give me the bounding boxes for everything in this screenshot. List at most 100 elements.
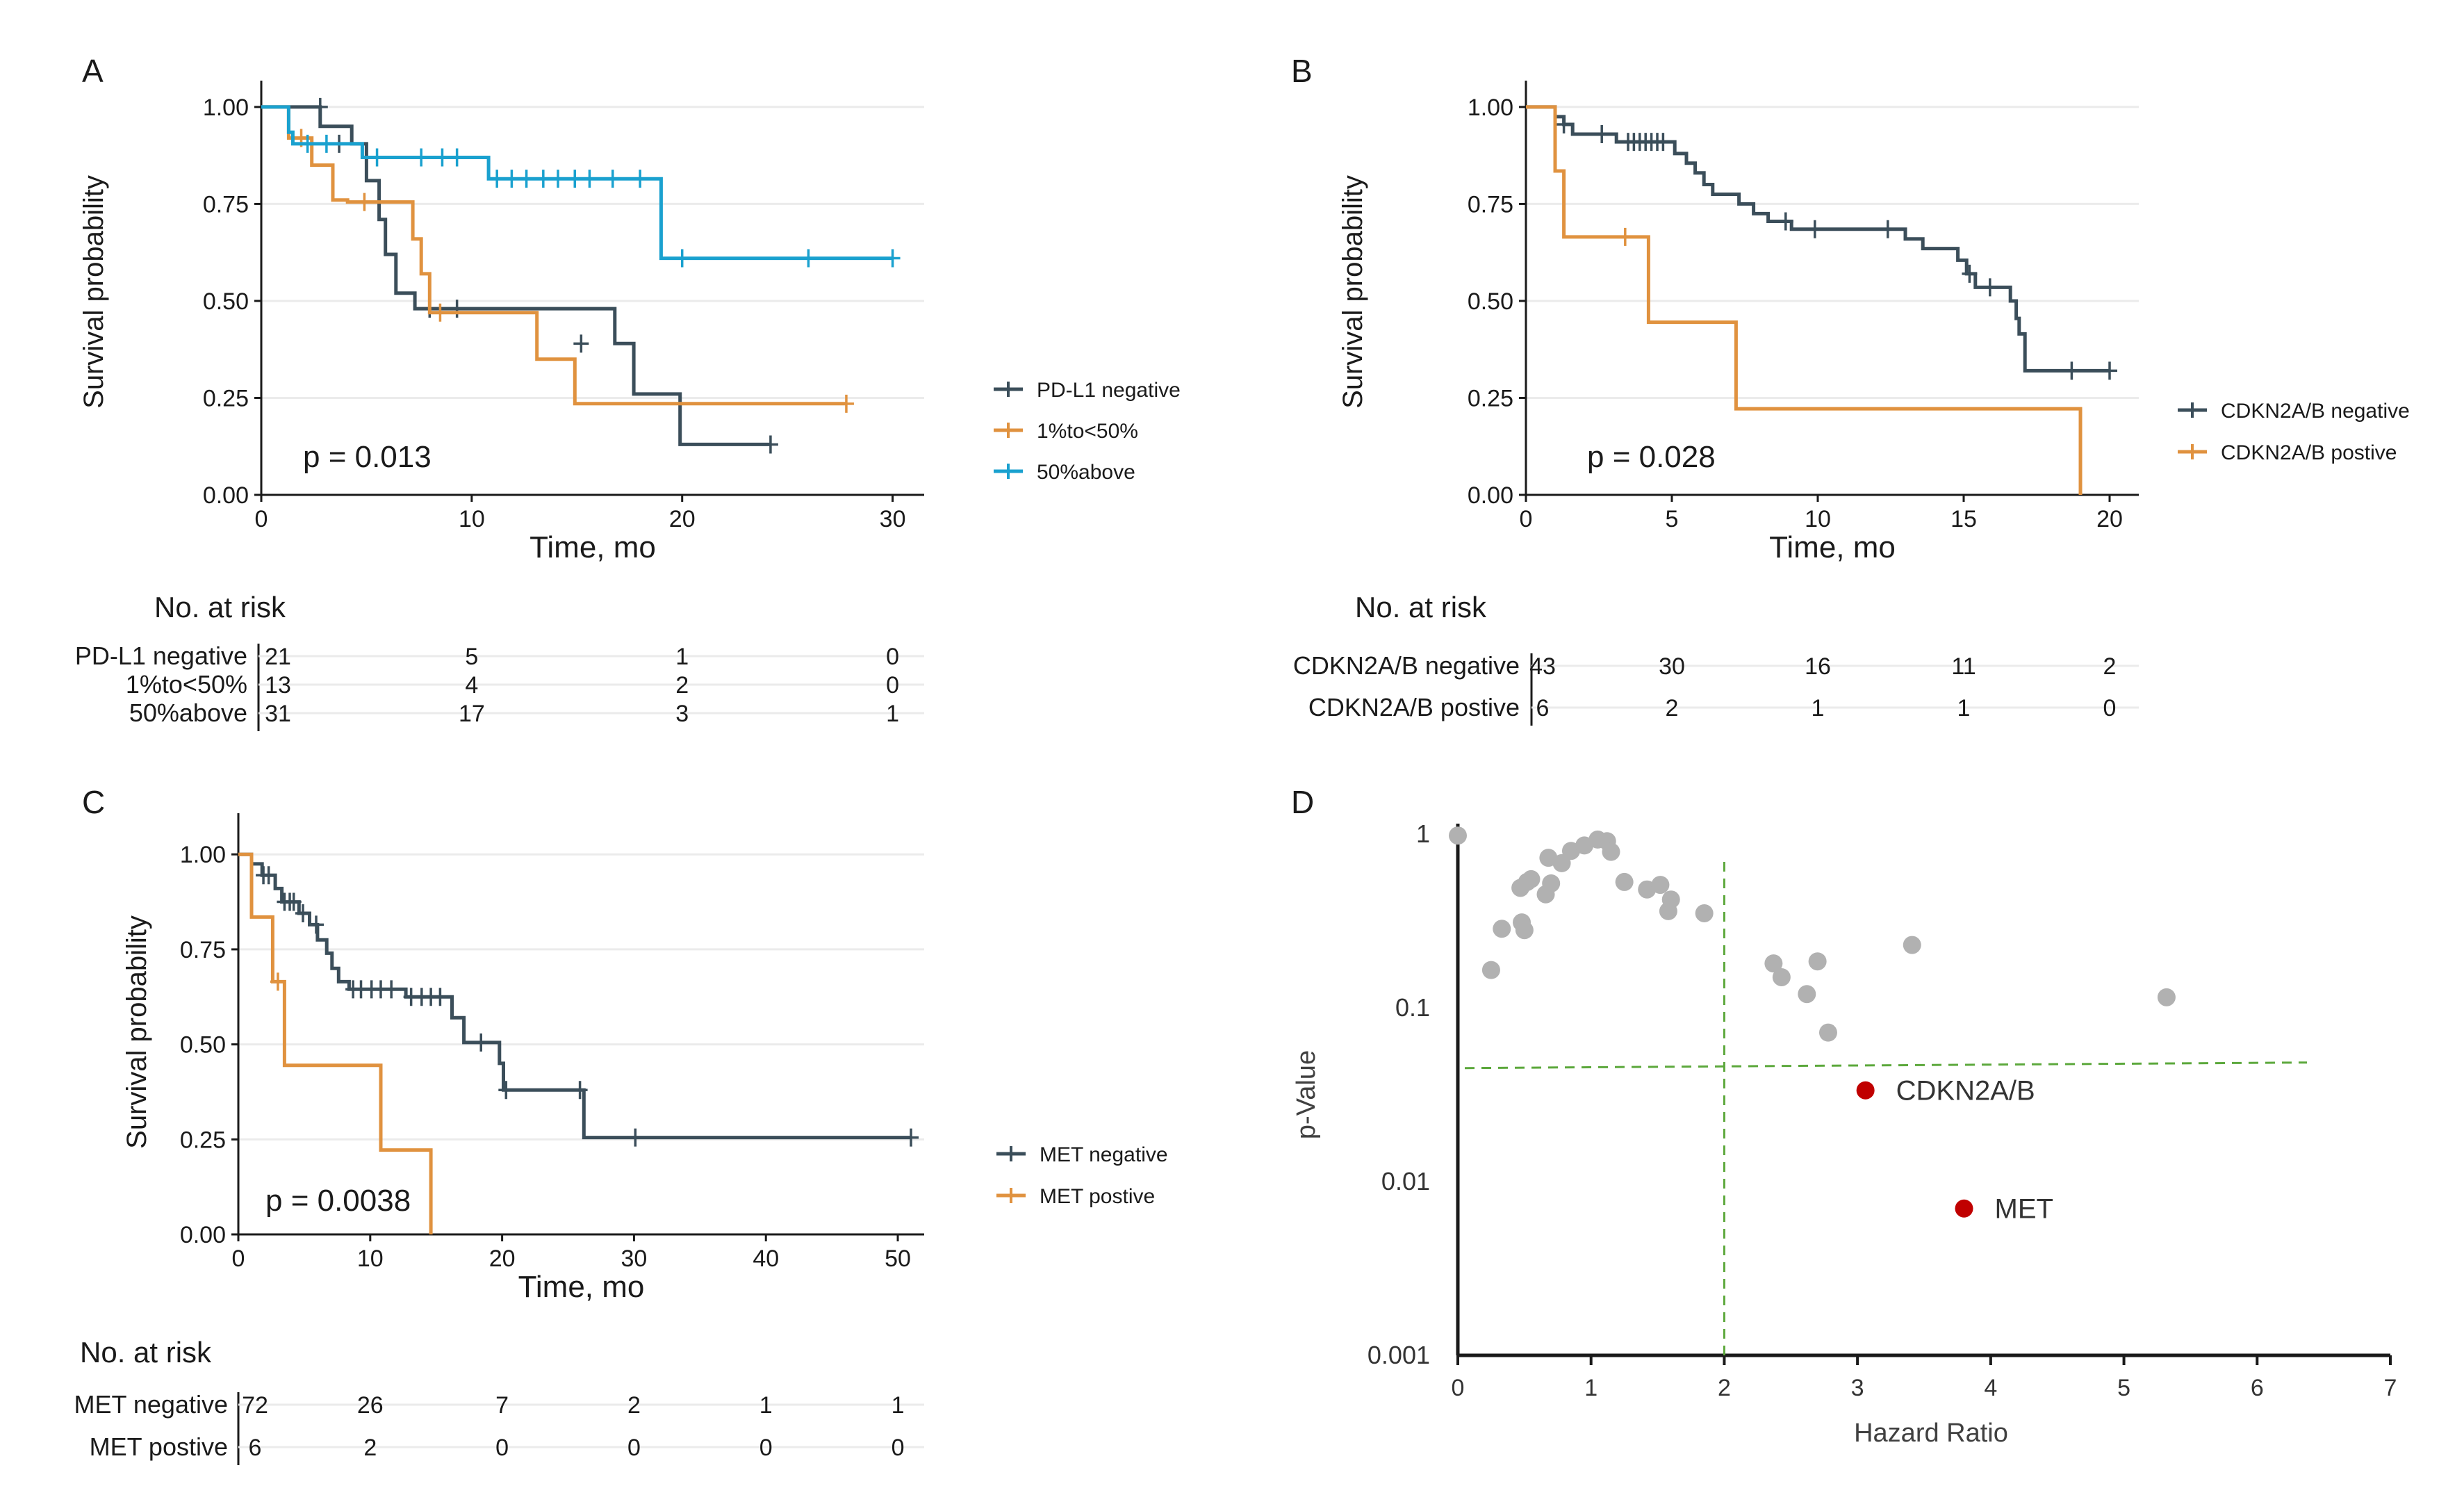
censor-mark-B-0-8 (1655, 133, 1671, 152)
legend-label-C-1: MET postive (1040, 1185, 1155, 1208)
censor-mark-A-2-0 (299, 134, 315, 153)
xtick-label-C-5: 50 (885, 1246, 911, 1272)
risk-count-C-1-0: 6 (249, 1435, 262, 1461)
xtick-label-A-1: 10 (459, 506, 485, 532)
ytick-label-A-3: 0.75 (203, 191, 249, 218)
risk-row-label-C-0: MET negative (74, 1390, 228, 1419)
scatter-point-9 (1542, 874, 1561, 892)
risk-count-B-0-2: 16 (1805, 653, 1831, 680)
xtick-label-B-2: 10 (1805, 506, 1831, 532)
risk-count-C-0-2: 7 (495, 1392, 509, 1419)
censor-mark-A-2-15 (674, 249, 690, 268)
panel-letter-A: A (82, 53, 104, 89)
risk-count-C-1-5: 0 (892, 1435, 905, 1461)
censor-mark-A-2-14 (632, 170, 648, 188)
censor-mark-B-0-9 (1777, 212, 1793, 231)
censor-mark-A-1-1 (356, 193, 372, 211)
censor-mark-A-2-6 (489, 170, 505, 188)
scatter-point-7 (1522, 870, 1541, 888)
scatter-point-23 (1764, 954, 1783, 973)
censor-mark-C-0-20 (903, 1128, 919, 1147)
risk-count-C-0-4: 1 (759, 1392, 773, 1419)
risk-table-title-B: No. at risk (1355, 591, 1487, 623)
km-curve-A-2 (261, 105, 893, 261)
risk-count-B-1-0: 6 (1536, 695, 1550, 721)
risk-count-B-0-1: 30 (1659, 653, 1685, 680)
legend-label-A-1: 1%to<50% (1037, 420, 1138, 443)
risk-count-A-1-3: 0 (886, 672, 899, 699)
highlight-point-0 (1856, 1081, 1875, 1100)
censor-mark-A-2-13 (605, 170, 621, 188)
ytick-label-C-2: 0.50 (180, 1032, 226, 1059)
legend-label-B-0: CDKN2A/B negative (2221, 400, 2410, 423)
xtick-label-B-3: 15 (1950, 506, 1977, 532)
legend-label-A-0: PD-L1 negative (1037, 379, 1181, 402)
scatter-point-25 (1798, 985, 1816, 1004)
risk-count-A-1-1: 4 (465, 672, 478, 699)
ytick-label-B-4: 1.00 (1468, 95, 1513, 121)
xtick-label-C-4: 40 (753, 1246, 779, 1272)
ytick-label-B-3: 0.75 (1468, 191, 1513, 218)
legend-label-B-1: CDKN2A/B postive (2221, 441, 2397, 464)
legend-label-C-0: MET negative (1040, 1143, 1168, 1166)
censor-mark-A-1-3 (838, 394, 854, 413)
y-axis-label-C: Survival probability (122, 915, 152, 1149)
censor-mark-B-0-1 (1594, 124, 1610, 143)
ytick-label-D-0: 0.001 (1367, 1341, 1430, 1369)
ytick-label-D-3: 1 (1416, 819, 1430, 848)
panel-letter-C: C (82, 784, 105, 820)
ytick-label-A-0: 0.00 (203, 482, 249, 509)
censor-mark-A-2-17 (885, 249, 901, 268)
y-axis-label-D: p-Value (1292, 1050, 1321, 1139)
censor-mark-C-0-6 (308, 915, 324, 934)
risk-count-A-2-1: 17 (459, 701, 485, 727)
risk-count-B-1-3: 1 (1957, 695, 1971, 721)
risk-count-A-1-2: 2 (675, 672, 689, 699)
xtick-label-A-0: 0 (255, 506, 268, 532)
ytick-label-B-0: 0.00 (1468, 482, 1513, 509)
risk-count-B-0-0: 43 (1529, 653, 1556, 680)
km-curve-A-0 (261, 105, 771, 446)
risk-count-A-2-2: 3 (675, 701, 689, 727)
scatter-point-4 (1515, 921, 1534, 940)
x-axis-label-A: Time, mo (529, 530, 656, 564)
xtick-label-A-2: 20 (669, 506, 696, 532)
risk-count-A-0-3: 0 (886, 644, 899, 670)
risk-count-B-0-3: 11 (1951, 653, 1976, 680)
risk-count-C-0-5: 1 (892, 1392, 905, 1419)
km-curve-B-0 (1526, 105, 2110, 373)
km-curve-A-1 (261, 105, 846, 406)
ytick-label-A-1: 0.25 (203, 385, 249, 411)
risk-count-A-0-1: 5 (465, 644, 478, 670)
censor-mark-C-0-19 (627, 1128, 643, 1147)
risk-count-A-2-0: 31 (265, 701, 291, 727)
ytick-label-D-1: 0.01 (1381, 1167, 1430, 1195)
censor-mark-A-2-5 (449, 148, 465, 167)
ytick-label-C-0: 0.00 (180, 1222, 226, 1248)
censor-mark-B-0-13 (1982, 278, 1998, 297)
xtick-label-C-3: 30 (621, 1246, 648, 1272)
censor-mark-A-2-11 (567, 170, 583, 188)
risk-count-C-1-4: 0 (759, 1435, 773, 1461)
censor-mark-A-2-16 (800, 249, 816, 268)
censor-mark-C-0-17 (498, 1081, 514, 1100)
xtick-label-B-0: 0 (1520, 506, 1533, 532)
censor-mark-A-2-8 (518, 170, 534, 188)
censor-mark-B-0-0 (1556, 115, 1572, 134)
censor-mark-A-2-12 (582, 170, 598, 188)
risk-table-title-C: No. at risk (80, 1336, 212, 1369)
threshold-p-line (1464, 1061, 2308, 1070)
risk-row-label-A-2: 50%above (129, 699, 247, 727)
risk-row-label-C-1: MET postive (90, 1432, 228, 1461)
km-curve-B-1 (1526, 105, 2083, 495)
censor-mark-A-0-4 (573, 334, 589, 353)
censor-mark-C-0-18 (572, 1081, 588, 1100)
y-axis-label-B: Survival probability (1338, 175, 1368, 409)
censor-mark-A-0-0 (312, 97, 328, 116)
ytick-label-A-2: 0.50 (203, 288, 249, 315)
risk-count-C-1-2: 0 (495, 1435, 509, 1461)
scatter-point-28 (1903, 936, 1921, 954)
xtick-label-D-6: 6 (2251, 1375, 2264, 1401)
risk-count-A-0-2: 1 (675, 644, 689, 670)
